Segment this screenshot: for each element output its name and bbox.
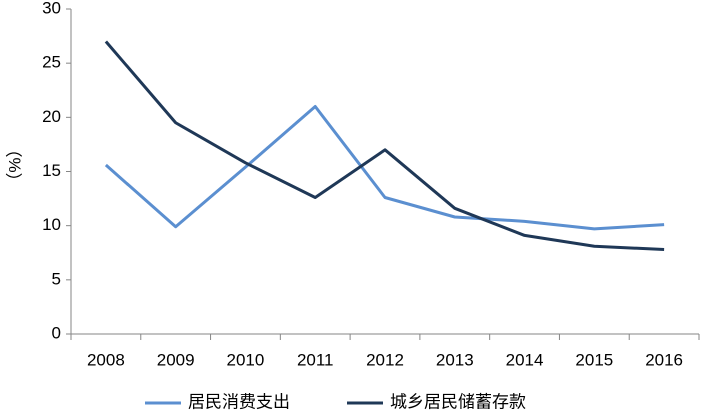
- x-tick-label: 2012: [366, 350, 404, 369]
- x-tick-label: 2014: [506, 350, 544, 369]
- x-tick-label: 2011: [297, 350, 334, 369]
- x-tick-label: 2016: [645, 350, 683, 369]
- x-tick-label: 2009: [157, 350, 195, 369]
- y-axis-label: （%）: [5, 140, 24, 189]
- x-tick-label: 2010: [227, 350, 265, 369]
- x-tick-label: 2008: [87, 350, 125, 369]
- legend-label: 城乡居民储蓄存款: [390, 392, 526, 411]
- y-tick-label: 15: [42, 161, 61, 180]
- y-tick-label: 20: [42, 107, 61, 126]
- y-tick-label: 5: [52, 269, 61, 288]
- data-line: [104, 40, 665, 251]
- legend-label: 居民消费支出: [188, 392, 290, 411]
- y-tick-label: 10: [42, 215, 61, 234]
- x-tick-label: 2015: [575, 350, 613, 369]
- y-tick-label: 25: [42, 53, 61, 72]
- y-tick-label: 30: [42, 0, 61, 17]
- data-line: [104, 105, 665, 231]
- x-tick-label: 2013: [436, 350, 474, 369]
- y-tick-label: 0: [52, 323, 61, 342]
